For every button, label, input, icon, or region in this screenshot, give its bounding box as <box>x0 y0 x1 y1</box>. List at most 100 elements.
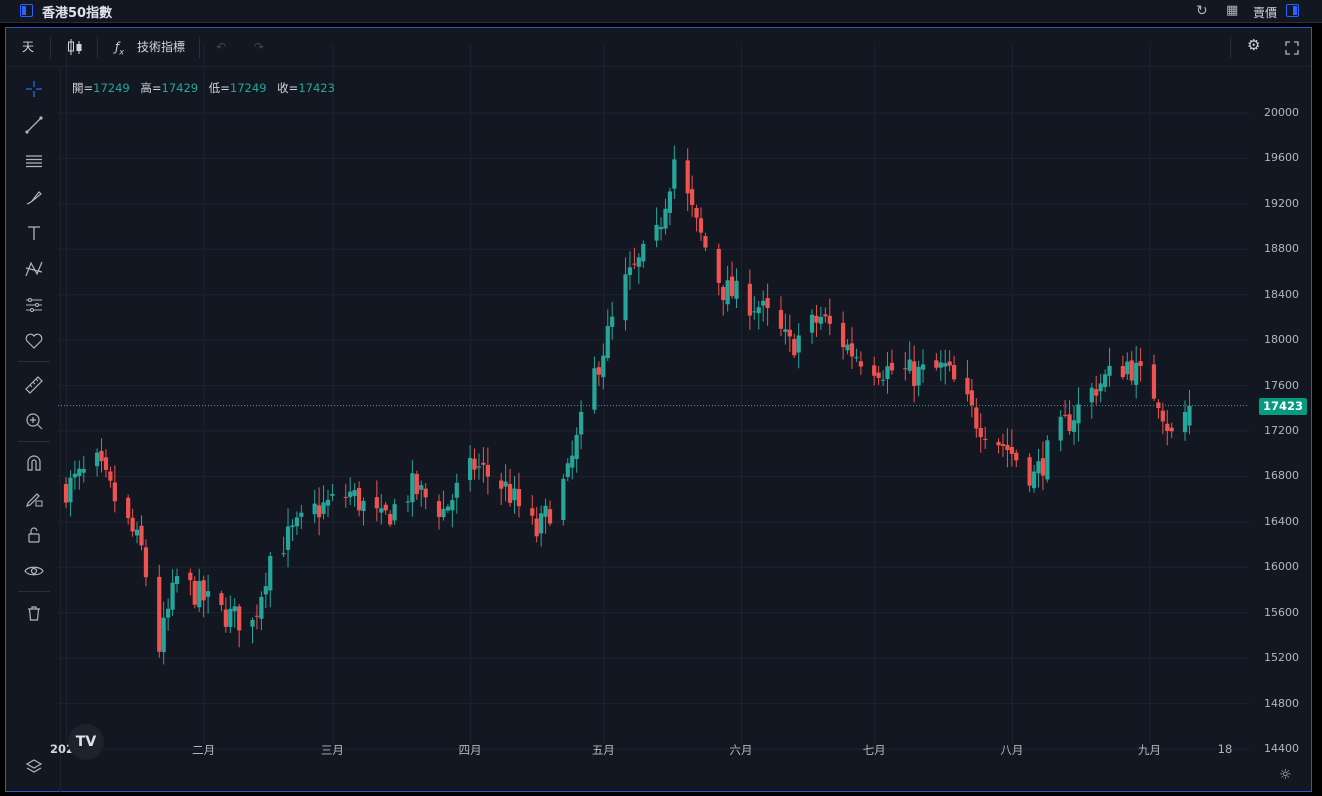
candle-body <box>410 473 415 503</box>
candle-body <box>499 480 504 489</box>
window-title: 香港50指數 <box>42 6 113 21</box>
candle-body <box>356 488 362 511</box>
price-tick-label: 16000 <box>1264 560 1299 574</box>
candle-body <box>201 580 206 601</box>
candle-body <box>934 360 939 368</box>
price-tick-label: 16400 <box>1264 514 1299 528</box>
brush-icon[interactable] <box>22 185 46 209</box>
tool-divider <box>18 361 50 362</box>
candle-body <box>126 497 131 518</box>
axis-settings-icon[interactable]: ☼ <box>1279 767 1292 783</box>
toolbar-divider <box>97 37 98 58</box>
candle-body <box>596 367 601 375</box>
candle-body <box>166 608 171 618</box>
fib-levels-icon[interactable] <box>22 149 46 173</box>
candle-body <box>414 473 419 495</box>
panel-toggle-icon[interactable] <box>1286 4 1299 17</box>
trend-line-icon[interactable] <box>22 113 46 137</box>
candle-body <box>880 379 886 381</box>
candle-body <box>974 407 979 429</box>
price-tick-label: 15600 <box>1264 605 1299 619</box>
candle-body <box>170 582 175 610</box>
candle-body <box>188 572 193 581</box>
trash-icon[interactable] <box>22 601 46 625</box>
candle-body <box>1031 471 1037 489</box>
layers-icon[interactable] <box>22 755 46 779</box>
candle-body <box>250 620 255 627</box>
favorite-icon[interactable] <box>22 329 46 353</box>
candle-body <box>734 280 739 299</box>
candle-body <box>947 361 952 366</box>
crosshair-icon[interactable] <box>22 77 46 101</box>
candle-body <box>503 481 508 487</box>
candle-body <box>952 365 957 380</box>
chart-toolbar: 天 ƒx 技術指標 ↶ ↷ ⚙ <box>6 28 1311 67</box>
drawing-toolbar <box>6 67 61 792</box>
candle-body <box>157 576 162 652</box>
lock-drawing-icon[interactable] <box>22 487 46 511</box>
time-axis[interactable]: 2024 二月 三月 四月 五月 六月 七月 八月 九月 18 <box>50 738 1249 764</box>
pattern-icon[interactable] <box>22 257 46 281</box>
candle-body <box>1000 444 1006 446</box>
candle-body <box>823 314 828 317</box>
candle-body <box>512 488 517 501</box>
candle-body <box>623 274 628 321</box>
candle-body <box>690 189 695 205</box>
legend-open-label: 開= <box>72 81 94 95</box>
candle-body <box>565 463 570 478</box>
candle-body <box>223 609 228 627</box>
fullscreen-icon[interactable] <box>1285 38 1299 56</box>
candlestick-chart[interactable] <box>58 44 1249 764</box>
price-type-label[interactable]: 賣價 <box>1253 6 1278 20</box>
undo-icon[interactable]: ↶ <box>216 40 227 54</box>
unlock-icon[interactable] <box>22 523 46 547</box>
candle-body <box>703 236 708 248</box>
layout-grid-icon[interactable]: ▦ <box>1226 3 1239 18</box>
candle-body <box>436 501 442 517</box>
candle-body <box>872 365 877 376</box>
candle-body <box>405 501 411 503</box>
chart-pane[interactable] <box>58 44 1249 764</box>
price-tick-label: 19600 <box>1264 151 1299 165</box>
redo-icon[interactable]: ↷ <box>254 40 265 54</box>
candle-body <box>392 504 397 521</box>
toolbar-divider <box>50 37 51 58</box>
candle-body <box>716 248 721 283</box>
candle-body <box>907 359 912 371</box>
tradingview-logo[interactable]: TV <box>68 724 104 760</box>
interval-button[interactable]: 天 <box>22 40 35 54</box>
candle-body <box>667 191 673 213</box>
candle-body <box>130 517 135 532</box>
settings-gear-icon[interactable]: ⚙ <box>1247 36 1261 54</box>
candle-body <box>818 316 824 324</box>
candle-body <box>1129 360 1134 381</box>
indicators-button[interactable]: 技術指標 <box>137 40 186 54</box>
ruler-icon[interactable] <box>22 373 46 397</box>
tool-divider <box>18 591 50 592</box>
candle-body <box>983 438 988 441</box>
magnet-icon[interactable] <box>22 451 46 475</box>
eye-icon[interactable] <box>22 559 46 583</box>
candle-body <box>632 263 637 265</box>
candle-body <box>205 591 211 597</box>
price-axis[interactable]: 20000 19600 19200 18800 18400 18000 17600 17200… <box>1251 44 1306 755</box>
candle-body <box>1005 444 1010 451</box>
sidebar-toggle-icon[interactable] <box>20 4 33 17</box>
candle-body <box>259 596 264 619</box>
toolbar-divider <box>199 37 200 58</box>
candle-body <box>485 464 490 477</box>
refresh-icon[interactable]: ↻ <box>1196 3 1208 19</box>
candle-body <box>1103 374 1108 388</box>
candle-body <box>63 483 69 503</box>
fx-icon[interactable]: ƒx <box>115 40 124 57</box>
candle-body <box>1027 457 1032 486</box>
candle-body <box>383 504 388 511</box>
candle-body <box>516 489 522 507</box>
candle-body <box>534 518 539 537</box>
candle-body <box>72 473 77 478</box>
zoom-in-icon[interactable] <box>22 409 46 433</box>
text-icon[interactable] <box>22 221 46 245</box>
candle-style-icon[interactable] <box>66 37 84 62</box>
time-tick-label: 三月 <box>320 743 344 757</box>
forecast-icon[interactable] <box>22 293 46 317</box>
